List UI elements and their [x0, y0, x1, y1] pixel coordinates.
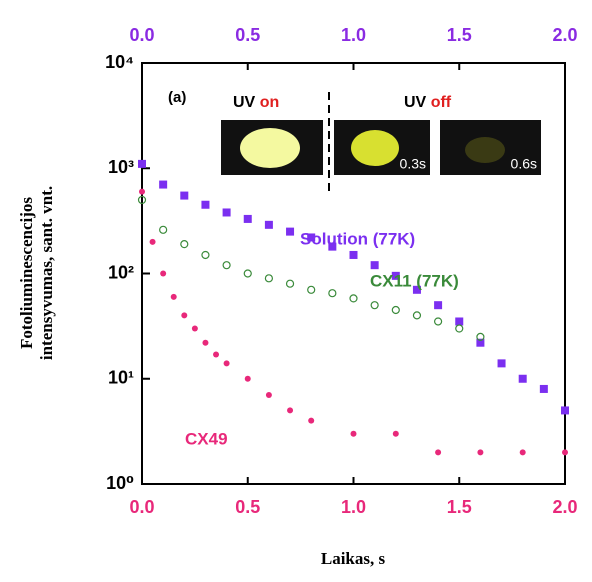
x2-tick-label: 1.5 — [447, 25, 472, 45]
chart: (a) UV on UV off 0.3s 0.6s Laikas, s Fot… — [0, 0, 592, 577]
uv: UV — [233, 94, 256, 111]
point — [413, 312, 420, 319]
x-axis-label: Laikas, s — [321, 549, 386, 568]
y-axis-label: intensyvumas, sant. vnt. — [37, 186, 56, 360]
series — [139, 196, 484, 340]
inset-label: UV off — [404, 94, 452, 111]
point — [477, 449, 483, 455]
glow — [240, 128, 300, 168]
point — [159, 181, 167, 189]
point — [308, 286, 315, 293]
point — [245, 376, 251, 382]
x-tick-label: 1.0 — [341, 497, 366, 517]
point — [224, 360, 230, 366]
state: on — [260, 94, 280, 111]
y-tick-label: 10¹ — [108, 368, 134, 388]
point — [434, 301, 442, 309]
y-tick-label: 10⁰ — [106, 473, 134, 493]
x-tick-label: 0.5 — [235, 497, 260, 517]
point — [456, 325, 463, 332]
point — [181, 241, 188, 248]
x2-tick-label: 0.5 — [235, 25, 260, 45]
point — [435, 449, 441, 455]
inset-label: UV on — [233, 94, 279, 111]
point — [213, 351, 219, 357]
point — [393, 431, 399, 437]
point — [266, 392, 272, 398]
point — [287, 280, 294, 287]
panel-label: (a) — [168, 89, 186, 106]
point — [202, 340, 208, 346]
point — [244, 215, 252, 223]
y-tick-label: 10² — [108, 262, 134, 282]
x-tick-label: 1.5 — [447, 497, 472, 517]
point — [244, 270, 251, 277]
point — [350, 295, 357, 302]
point — [265, 275, 272, 282]
series-label: Solution (77K) — [300, 229, 415, 248]
point — [160, 226, 167, 233]
x-tick-label: 0.0 — [129, 497, 154, 517]
point — [392, 306, 399, 313]
point — [308, 418, 314, 424]
point — [371, 261, 379, 269]
point — [351, 431, 357, 437]
point — [286, 228, 294, 236]
point — [139, 189, 145, 195]
point — [223, 262, 230, 269]
glow — [351, 130, 399, 166]
point — [561, 406, 569, 414]
point — [287, 407, 293, 413]
state: off — [431, 94, 452, 111]
time-label: 0.3s — [400, 156, 426, 172]
point — [138, 160, 146, 168]
uv: UV — [404, 94, 427, 111]
series — [138, 160, 569, 415]
glow — [465, 137, 505, 163]
x-tick-label: 2.0 — [552, 497, 577, 517]
y-tick-label: 10³ — [108, 157, 134, 177]
y-axis-label: Fotoliuminescencijos — [17, 197, 36, 349]
point — [181, 312, 187, 318]
time-label: 0.6s — [511, 156, 537, 172]
point — [498, 359, 506, 367]
x2-tick-label: 1.0 — [341, 25, 366, 45]
y-tick-label: 10⁴ — [105, 52, 134, 72]
point — [202, 251, 209, 258]
x2-tick-label: 2.0 — [552, 25, 577, 45]
point — [150, 239, 156, 245]
point — [223, 208, 231, 216]
point — [329, 290, 336, 297]
point — [371, 302, 378, 309]
point — [201, 201, 209, 209]
point — [455, 317, 463, 325]
point — [192, 326, 198, 332]
point — [562, 449, 568, 455]
point — [540, 385, 548, 393]
series-label: CX11 (77K) — [370, 271, 459, 290]
point — [265, 221, 273, 229]
point — [171, 294, 177, 300]
inset: (a) UV on UV off 0.3s 0.6s — [168, 89, 541, 192]
point — [435, 318, 442, 325]
point — [519, 375, 527, 383]
point — [520, 449, 526, 455]
series-label: CX49 — [185, 429, 228, 448]
point — [350, 251, 358, 259]
x2-tick-label: 0.0 — [129, 25, 154, 45]
point — [180, 192, 188, 200]
point — [160, 271, 166, 277]
